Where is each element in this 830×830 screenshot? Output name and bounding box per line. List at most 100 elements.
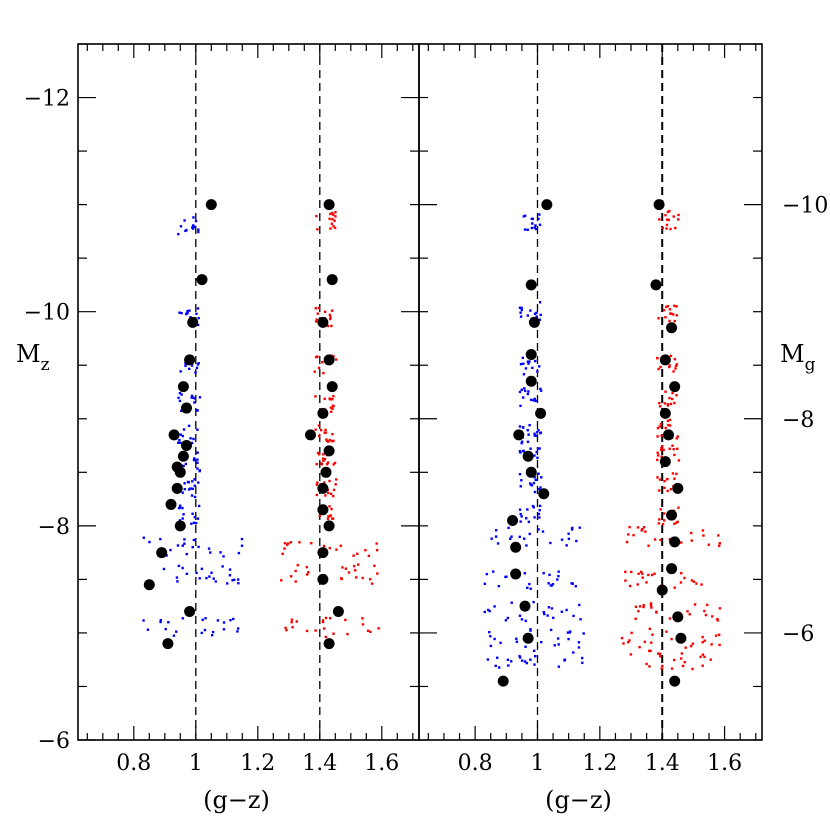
blue-dot: [539, 313, 542, 317]
blue-dot: [521, 356, 525, 360]
red-dot: [666, 218, 669, 221]
blue-dot: [580, 656, 584, 660]
red-dot: [671, 391, 674, 395]
blue-dot: [181, 506, 184, 510]
red-dot: [665, 305, 668, 309]
x-tick-label: 0.8: [116, 751, 151, 776]
red-dot: [355, 576, 358, 579]
red-dot: [344, 567, 348, 570]
red-dot: [326, 517, 330, 521]
red-dot: [709, 658, 712, 661]
red-dot: [645, 581, 648, 584]
x-tick-label: 1.2: [582, 751, 617, 776]
red-dot: [318, 514, 322, 518]
red-dot: [370, 582, 374, 585]
blue-dot: [483, 582, 487, 586]
red-dot: [673, 357, 677, 361]
red-dot: [339, 577, 343, 580]
blue-dot: [507, 664, 510, 667]
black-point: [669, 381, 681, 393]
black-point: [510, 541, 522, 553]
blue-dot: [209, 551, 212, 554]
blue-dot: [489, 644, 493, 648]
blue-dot: [490, 537, 493, 540]
red-dot: [673, 453, 676, 457]
red-dot: [664, 316, 667, 319]
red-dot: [283, 547, 286, 550]
red-dot: [305, 565, 309, 569]
black-point: [672, 482, 684, 494]
blue-dot: [488, 630, 491, 634]
blue-dot: [533, 226, 536, 229]
red-dot: [691, 667, 694, 671]
blue-dot: [532, 600, 535, 604]
red-dot: [648, 665, 651, 668]
blue-dot: [212, 577, 215, 580]
blue-dot: [522, 537, 526, 540]
black-point: [525, 466, 537, 478]
blue-dot: [533, 490, 537, 494]
red-dot: [377, 627, 380, 630]
black-point: [662, 429, 674, 441]
red-dot: [328, 546, 332, 550]
blue-dot: [537, 472, 540, 475]
blue-dot: [226, 582, 229, 585]
black-point: [165, 498, 177, 510]
red-dot: [641, 576, 644, 579]
red-dot: [675, 437, 678, 440]
red-dot: [663, 479, 666, 483]
blue-dot: [494, 664, 497, 668]
blue-dot: [577, 646, 581, 649]
blue-dot: [538, 318, 542, 321]
red-dot: [691, 642, 695, 645]
blue-dot: [528, 360, 531, 363]
blue-dot: [184, 462, 188, 466]
red-dot: [306, 573, 309, 576]
red-dot: [641, 527, 644, 531]
blue-dot: [537, 528, 540, 531]
blue-dot: [520, 441, 523, 445]
blue-dot: [195, 366, 199, 370]
red-dot: [673, 401, 676, 405]
blue-dot: [527, 362, 530, 365]
black-point: [177, 450, 189, 462]
red-dot: [669, 312, 672, 315]
blue-dot: [519, 404, 522, 408]
blue-dot: [231, 579, 234, 582]
red-dot: [332, 395, 335, 398]
blue-dot: [204, 617, 207, 620]
red-dot: [659, 405, 662, 408]
red-dot: [321, 457, 325, 460]
red-dot: [331, 397, 334, 401]
blue-dot: [533, 312, 537, 316]
red-dot: [657, 489, 661, 492]
y-tick-label: −8: [38, 515, 70, 540]
blue-dot: [532, 399, 535, 402]
blue-dot: [186, 309, 189, 313]
black-point: [143, 579, 155, 591]
blue-dot: [533, 454, 536, 457]
blue-dot: [190, 441, 194, 445]
blue-dot: [142, 619, 145, 622]
blue-dot: [191, 512, 194, 515]
blue-dot: [534, 434, 538, 438]
blue-dot: [526, 360, 530, 363]
red-dot: [668, 396, 671, 400]
black-point: [317, 547, 329, 559]
blue-dot: [183, 482, 186, 485]
plot-frame: [418, 43, 763, 741]
blue-dot: [208, 575, 211, 578]
red-dot: [684, 646, 687, 649]
black-point: [653, 199, 665, 211]
red-dot: [314, 428, 317, 431]
x-tick-label: 1.4: [302, 751, 337, 776]
red-dot: [656, 454, 660, 457]
red-dot: [650, 573, 654, 577]
red-dot: [705, 603, 709, 607]
blue-dot: [181, 617, 185, 620]
red-dot: [668, 319, 671, 323]
blue-dot: [233, 578, 236, 582]
red-dot: [295, 620, 298, 623]
red-dot: [620, 636, 624, 640]
red-dot: [315, 483, 319, 486]
